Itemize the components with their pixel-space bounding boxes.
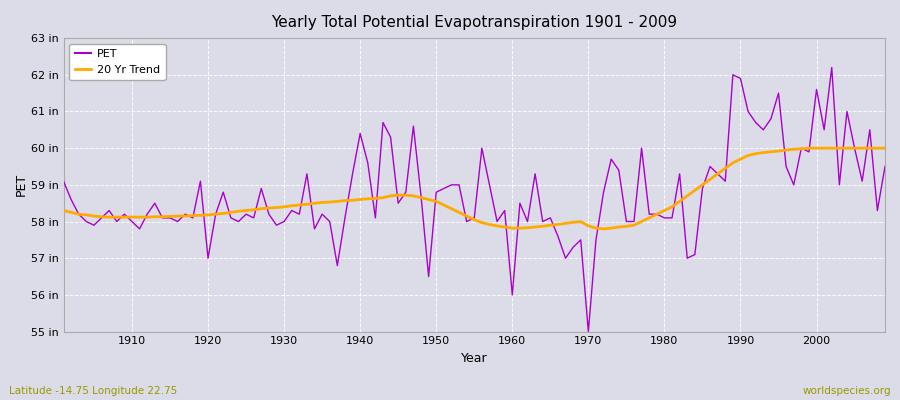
X-axis label: Year: Year: [461, 352, 488, 365]
Text: worldspecies.org: worldspecies.org: [803, 386, 891, 396]
Title: Yearly Total Potential Evapotranspiration 1901 - 2009: Yearly Total Potential Evapotranspiratio…: [271, 15, 678, 30]
Y-axis label: PET: PET: [15, 173, 28, 196]
Text: Latitude -14.75 Longitude 22.75: Latitude -14.75 Longitude 22.75: [9, 386, 177, 396]
Legend: PET, 20 Yr Trend: PET, 20 Yr Trend: [69, 44, 166, 80]
